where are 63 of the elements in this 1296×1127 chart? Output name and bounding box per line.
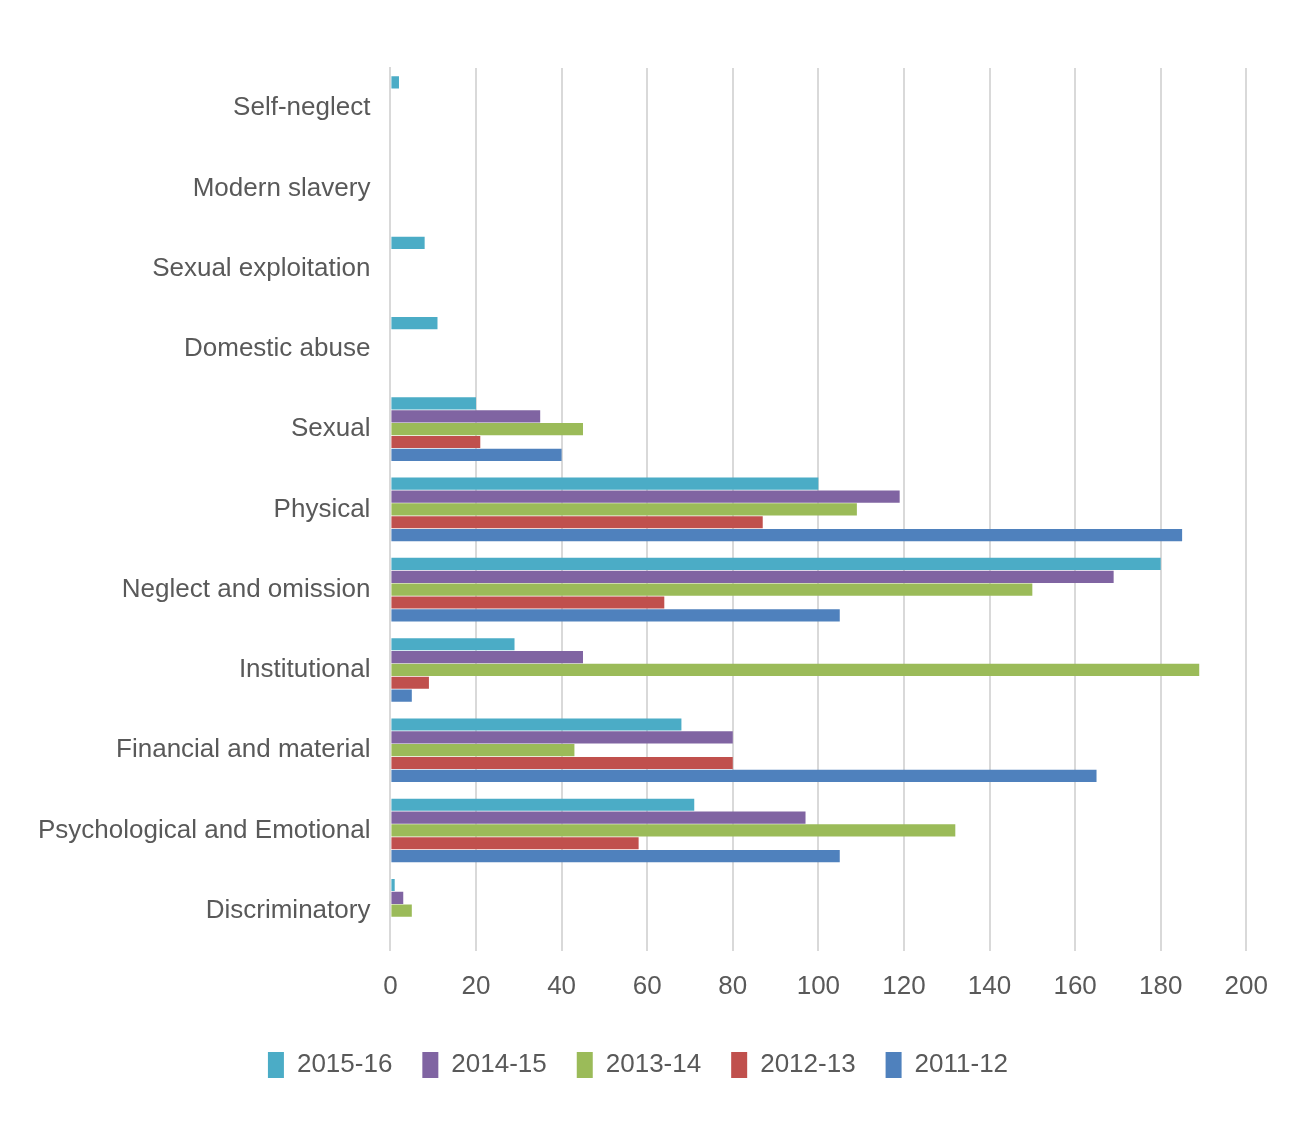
bar <box>391 731 733 744</box>
bar <box>391 435 481 449</box>
x-tick-label: 200 <box>1224 969 1269 1000</box>
legend-label: 2011-12 <box>914 1048 1009 1079</box>
bar <box>391 583 1033 596</box>
bar <box>391 448 562 461</box>
bar <box>391 769 1097 782</box>
legend-label: 2015-16 <box>296 1048 393 1079</box>
bar <box>391 516 763 529</box>
bar <box>391 676 429 689</box>
bar <box>391 477 819 490</box>
y-tick-label: Self-neglect <box>233 91 372 122</box>
bar <box>391 689 412 702</box>
bar <box>391 718 682 731</box>
x-tick-label: 40 <box>547 969 577 1000</box>
x-tick-label: 0 <box>383 969 398 1000</box>
x-tick-label: 120 <box>882 969 926 1000</box>
y-tick-label: Institutional <box>238 653 371 684</box>
bar <box>391 317 438 330</box>
x-tick-label: 140 <box>967 969 1012 1000</box>
legend-label: 2014-15 <box>451 1048 547 1079</box>
bar <box>391 490 900 503</box>
bar <box>391 596 665 609</box>
bar <box>391 850 840 863</box>
y-tick-label: Financial and material <box>116 733 371 764</box>
bar <box>391 397 476 410</box>
x-tick-label: 20 <box>461 969 491 1000</box>
bar <box>391 798 695 811</box>
bar <box>391 756 733 770</box>
y-tick-label: Psychological and Emotional <box>37 813 371 844</box>
y-tick-label: Sexual <box>290 412 371 443</box>
bar <box>391 638 515 651</box>
legend-label: 2012-13 <box>760 1048 856 1079</box>
bar <box>391 904 412 917</box>
bar <box>391 609 840 622</box>
bar <box>391 650 583 664</box>
y-tick-label: Neglect and omission <box>121 572 371 603</box>
x-tick-label: 180 <box>1139 969 1183 1000</box>
bar <box>391 503 857 516</box>
bar <box>391 76 399 89</box>
bar <box>391 528 1183 542</box>
bar <box>391 410 541 423</box>
bar <box>391 891 404 904</box>
bar <box>391 811 806 824</box>
legend-label: 2013-14 <box>605 1048 702 1079</box>
x-tick-label: 160 <box>1053 969 1097 1000</box>
y-tick-label: Physical <box>273 492 371 523</box>
x-tick-label: 80 <box>718 969 748 1000</box>
bar <box>391 744 575 757</box>
bar <box>391 557 1161 571</box>
bar <box>391 663 1200 677</box>
x-tick-label: 100 <box>796 969 841 1000</box>
bar <box>391 236 425 250</box>
y-tick-label: Modern slavery <box>192 171 371 202</box>
bar <box>391 570 1114 583</box>
y-tick-label: Discriminatory <box>205 893 371 924</box>
bar <box>391 824 956 837</box>
bar <box>391 423 583 436</box>
y-tick-label: Domestic abuse <box>183 332 371 363</box>
bar <box>391 837 639 850</box>
bar <box>391 878 395 892</box>
y-tick-label: Sexual exploitation <box>152 251 371 282</box>
x-tick-label: 60 <box>632 969 662 1000</box>
